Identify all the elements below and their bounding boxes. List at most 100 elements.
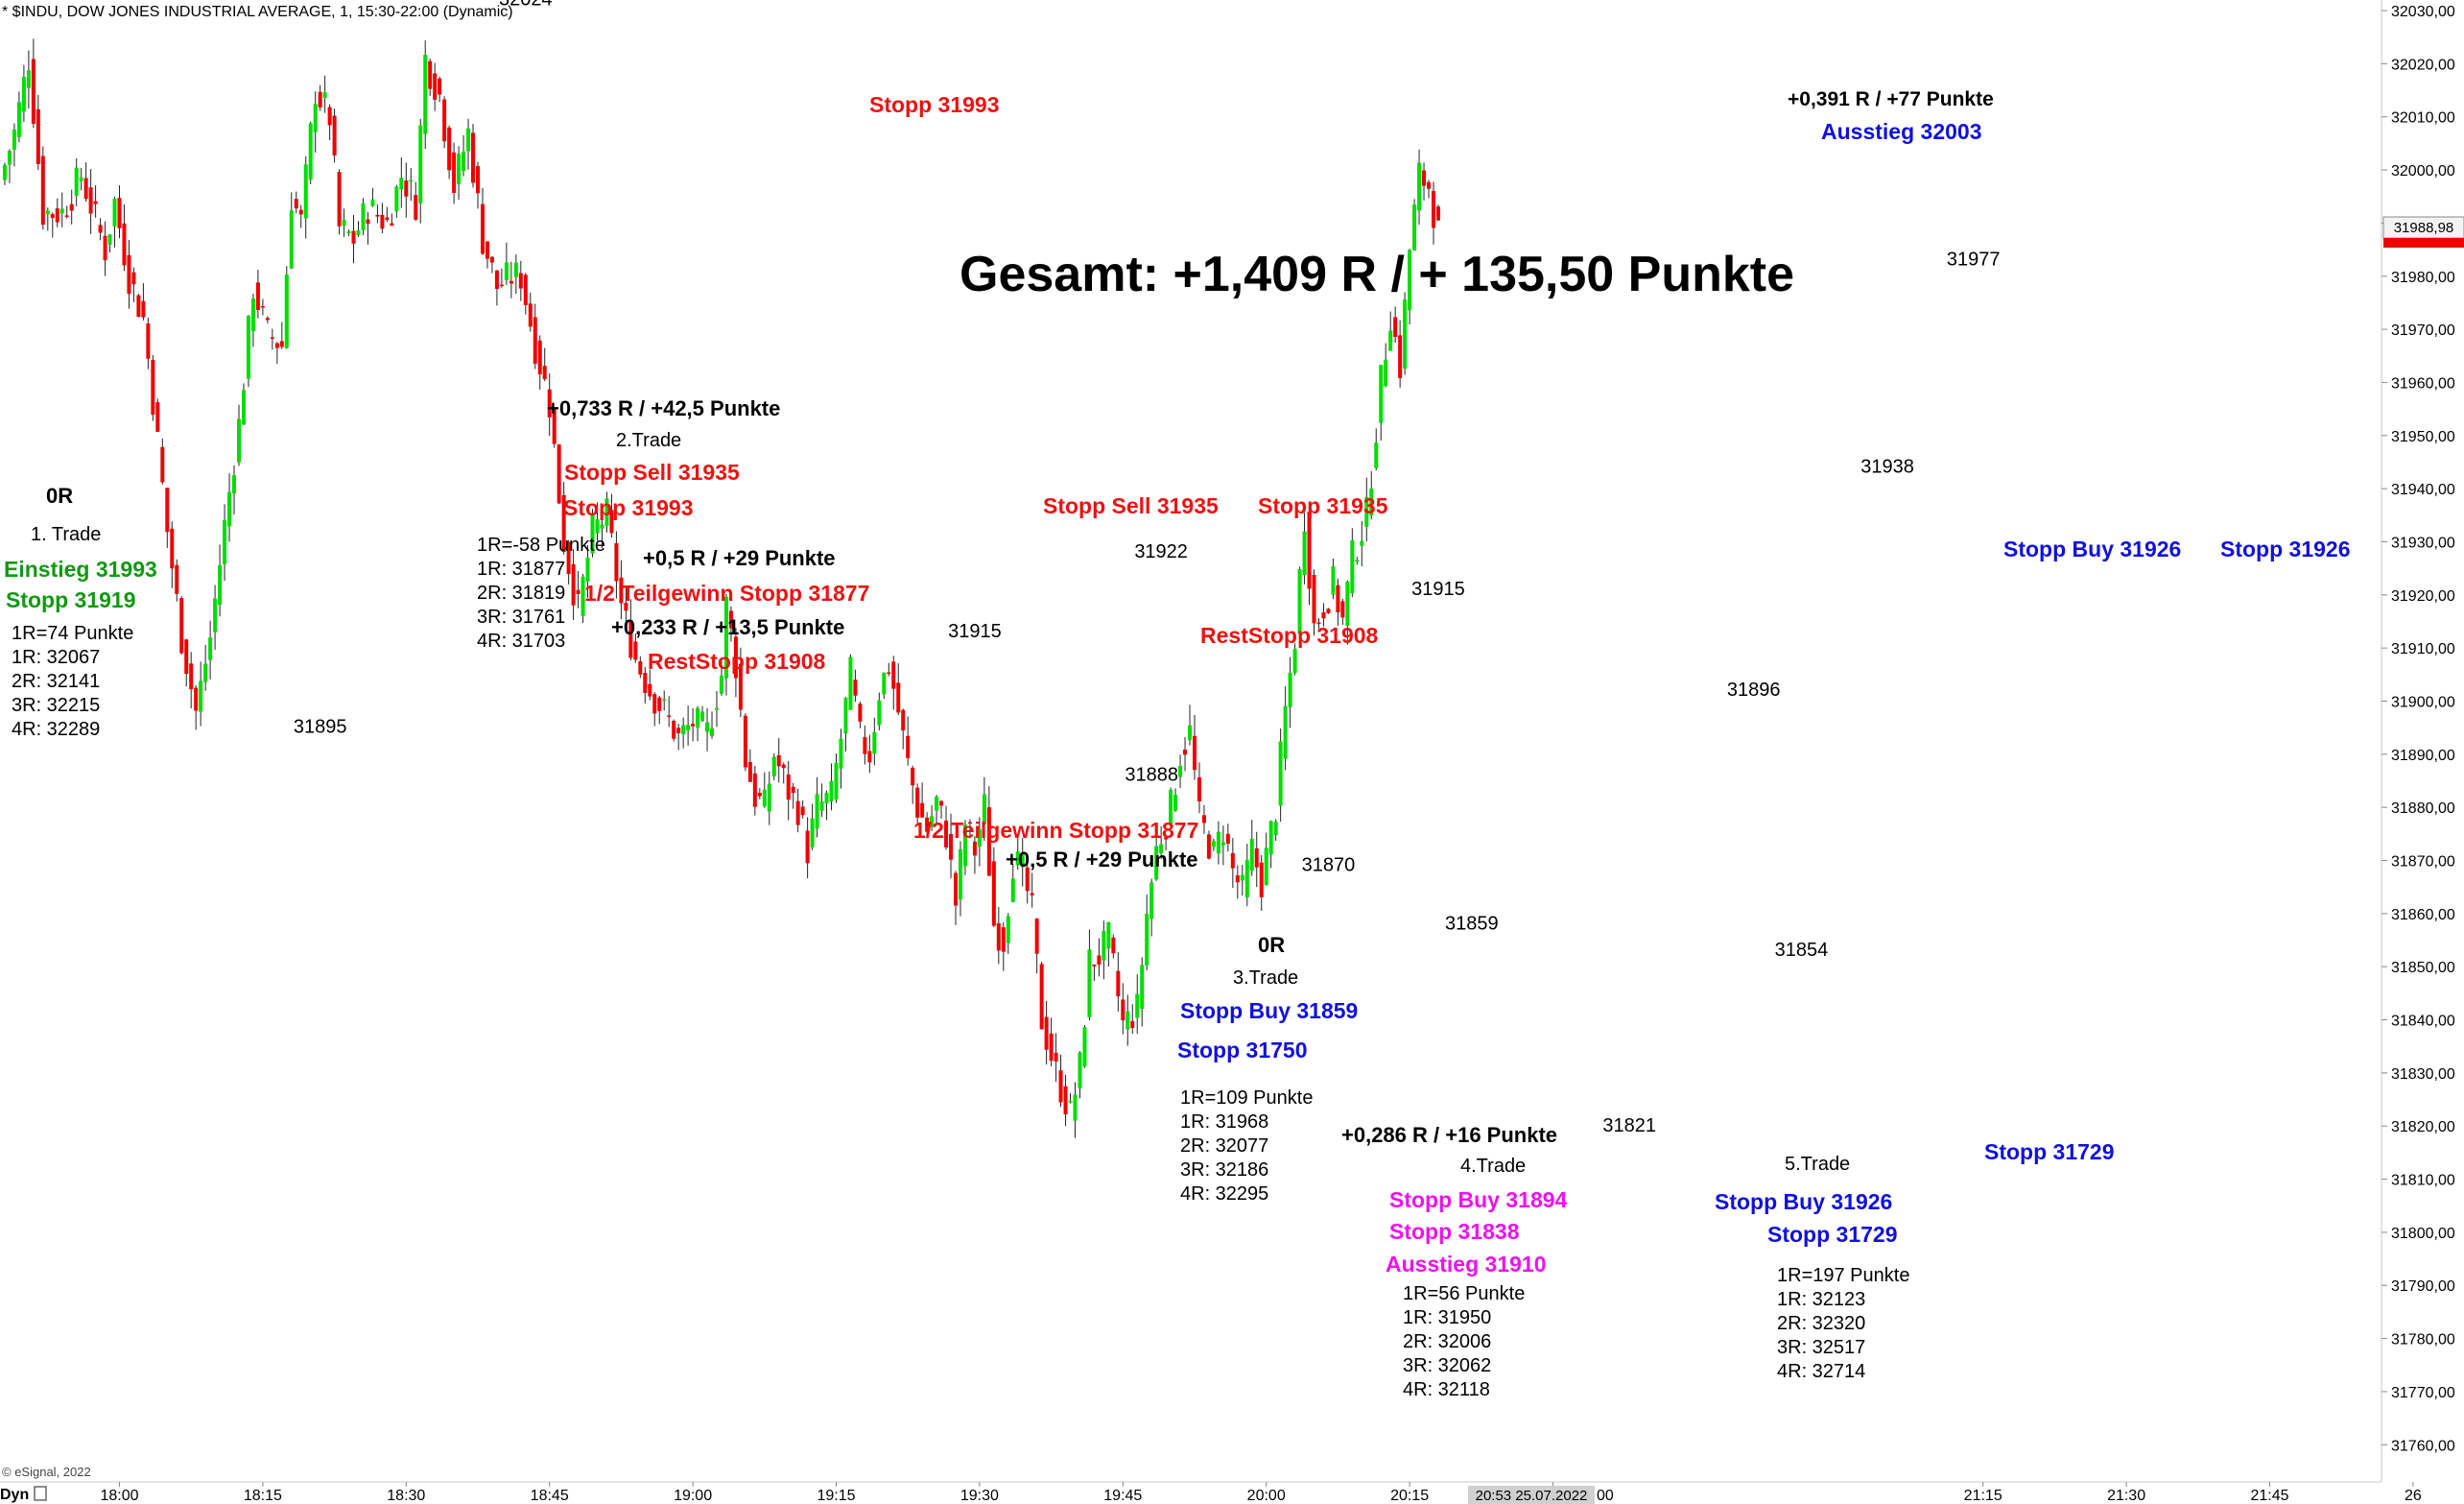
candle-body <box>1379 365 1384 423</box>
candle-body <box>1188 725 1193 741</box>
price-tick-label: 31840,00 <box>2391 1014 2455 1030</box>
price-tick-label: 31960,00 <box>2391 375 2455 392</box>
candle-body <box>1355 560 1360 561</box>
candle-body <box>1183 749 1188 755</box>
candle-body <box>1336 585 1340 612</box>
candle-body <box>1417 162 1422 211</box>
candle-body <box>462 152 466 171</box>
candle-body <box>88 187 93 214</box>
candle-body <box>16 102 21 138</box>
candle-body <box>1264 847 1268 886</box>
candle-body <box>127 254 131 295</box>
price-tick-label: 31920,00 <box>2391 588 2455 605</box>
candle-body <box>920 802 925 818</box>
t1-stop-top: Stopp 31993 <box>869 92 1000 117</box>
candle-body <box>1374 442 1379 468</box>
time-tick-label: 26 <box>2405 1488 2422 1504</box>
candle-body <box>762 789 767 807</box>
candle-series <box>2 38 1440 1138</box>
swing-price-label: 31915 <box>948 621 1002 642</box>
candle-body <box>279 341 284 347</box>
t2-entry: Stopp Sell 31935 <box>564 460 740 485</box>
candle-body <box>1049 1033 1054 1062</box>
t3-r4: 4R: 32295 <box>1180 1183 1268 1205</box>
t2-partial-profit: 1/2 Teilgewinn Stopp 31877 <box>584 581 869 606</box>
candle-body <box>1403 299 1408 369</box>
candle-body <box>1244 860 1249 898</box>
candle-body <box>1173 795 1178 811</box>
candle-body <box>375 214 380 217</box>
candle-body <box>21 77 26 112</box>
current-price-tag <box>2383 238 2464 248</box>
candle-body <box>12 129 16 150</box>
candle-body <box>547 389 552 418</box>
candle-body <box>944 820 949 847</box>
candle-body <box>237 418 241 463</box>
candle-body <box>303 164 308 219</box>
t5-entry: Stopp Buy 31926 <box>1715 1189 1892 1214</box>
candle-body <box>962 824 967 867</box>
candle-body <box>69 203 74 211</box>
time-tick-label: 18:45 <box>531 1488 569 1504</box>
candle-body <box>199 680 203 712</box>
candle-body <box>786 774 791 800</box>
candle-body <box>1087 949 1092 1017</box>
candle-body <box>805 830 810 864</box>
candle-body <box>146 323 151 359</box>
candle-body <box>74 167 79 196</box>
candle-body <box>1130 1020 1135 1029</box>
t2-r2: 2R: 31819 <box>477 583 565 604</box>
t2-partial-line-label: 1/2 Teilgewinn Stopp 31877 <box>913 818 1198 843</box>
candle-body <box>566 541 571 575</box>
time-axis-background <box>0 1482 2464 1504</box>
t3-zero-r: 0R <box>1258 933 1285 957</box>
t4-entry: Stopp Buy 31894 <box>1389 1187 1568 1212</box>
candle-body <box>394 186 399 212</box>
t2-r-points: 1R=-58 Punkte <box>477 535 605 556</box>
swing-price-label: 31821 <box>1602 1115 1656 1136</box>
candle-body <box>776 754 781 767</box>
candle-body <box>571 563 576 606</box>
candle-body <box>327 107 332 126</box>
price-tick-label: 31790,00 <box>2391 1278 2455 1295</box>
candle-body <box>628 620 633 658</box>
t2-rest-line-label: RestStopp 31908 <box>1200 623 1379 648</box>
candle-body <box>986 807 991 876</box>
candle-body <box>1044 1016 1049 1050</box>
candle-body <box>1006 916 1010 943</box>
candle-body <box>901 709 906 731</box>
candle-body <box>1102 930 1106 961</box>
candle-body <box>1058 1070 1063 1103</box>
candle-body <box>528 303 533 327</box>
candle-body <box>715 707 719 710</box>
candle-body <box>1054 1052 1058 1062</box>
candle-body <box>523 275 528 305</box>
candle-body <box>250 298 255 332</box>
candle-body <box>1312 574 1316 624</box>
candle-body <box>738 663 743 710</box>
candle-body <box>590 513 595 554</box>
candle-body <box>643 672 648 693</box>
t5-r2: 2R: 32320 <box>1777 1313 1865 1334</box>
candle-body <box>223 519 227 564</box>
candle-body <box>872 731 877 754</box>
candle-body <box>189 663 194 690</box>
candle-body <box>958 848 962 900</box>
candle-body <box>298 209 303 215</box>
lock-icon[interactable] <box>34 1486 47 1501</box>
candle-body <box>648 683 652 697</box>
candle-body <box>404 180 409 197</box>
candle-body <box>848 657 853 710</box>
candle-body <box>1092 964 1097 967</box>
candle-body <box>476 166 480 194</box>
candle-body <box>982 794 986 825</box>
candle-body <box>1140 965 1145 1010</box>
candle-body <box>600 524 604 529</box>
candle-body <box>858 704 863 722</box>
price-tick-label: 32020,00 <box>2391 57 2455 73</box>
candle-body <box>949 833 954 860</box>
candle-body <box>318 91 322 107</box>
candle-body <box>767 783 771 812</box>
t2-rest-stop: RestStopp 31908 <box>648 649 826 674</box>
